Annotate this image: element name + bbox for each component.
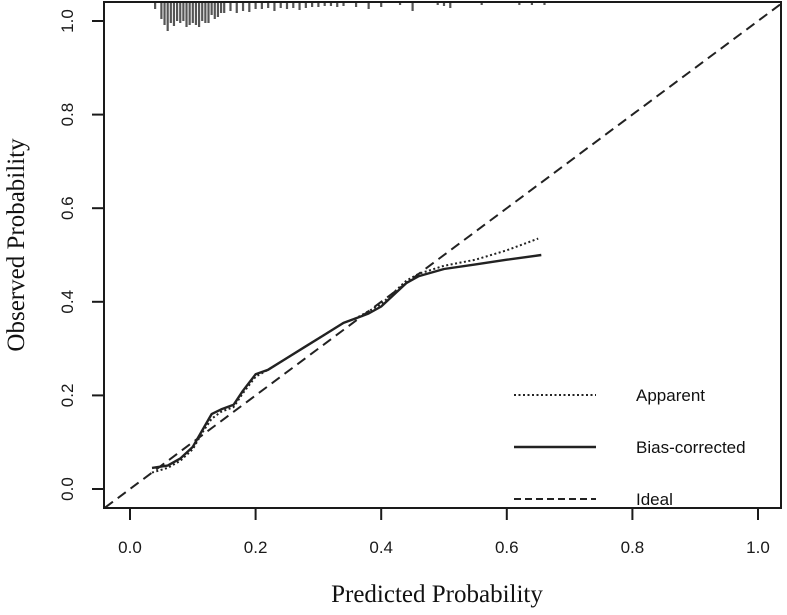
x-tick-label: 0.8 — [621, 538, 645, 557]
y-tick-label: 0.4 — [58, 290, 77, 314]
y-tick-label: 1.0 — [58, 9, 77, 33]
plot-frame — [103, 1, 782, 509]
x-tick-label: 0.2 — [244, 538, 268, 557]
x-axis-title: Predicted Probability — [331, 581, 543, 608]
y-tick-label: 0.8 — [58, 103, 77, 127]
y-tick-label: 0.2 — [58, 384, 77, 408]
y-tick-label: 0.6 — [58, 196, 77, 220]
legend-label: Bias-corrected — [636, 438, 746, 457]
x-tick-label: 0.4 — [369, 538, 393, 557]
legend: Apparent Bias-corrected Ideal — [514, 386, 746, 509]
y-tick-label: 0.0 — [58, 477, 77, 501]
series-bias-corrected-line — [151, 253, 542, 470]
rug-marks — [154, 3, 546, 31]
legend-label: Apparent — [636, 386, 705, 405]
x-tick-label: 0.6 — [495, 538, 519, 557]
series-ideal-line — [104, 1, 784, 509]
x-tick-label: 1.0 — [746, 538, 770, 557]
legend-label: Ideal — [636, 490, 673, 509]
y-axis-title: Observed Probability — [3, 138, 30, 352]
x-tick-label: 0.0 — [118, 538, 142, 557]
x-axis: 0.0 0.2 0.4 0.6 0.8 1.0 — [118, 508, 770, 557]
y-axis: 0.0 0.2 0.4 0.6 0.8 1.0 — [58, 9, 104, 501]
series-lines — [104, 1, 784, 509]
